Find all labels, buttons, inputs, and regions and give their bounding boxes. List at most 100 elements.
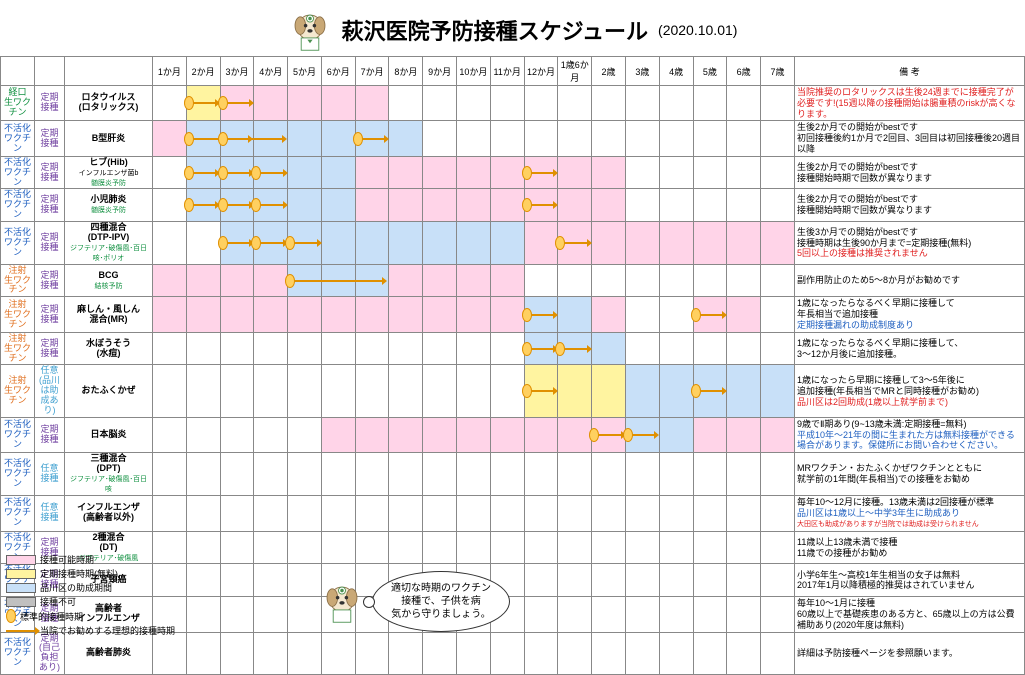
timeline-cell xyxy=(423,297,457,332)
timeline-cell xyxy=(254,531,288,564)
timeline-cell xyxy=(558,417,592,452)
dose-marker xyxy=(218,96,228,110)
timeline-cell xyxy=(761,156,795,189)
timeline-cell xyxy=(727,495,761,531)
timeline-cell xyxy=(558,297,592,332)
timeline-cell xyxy=(659,264,693,297)
timeline-cell xyxy=(457,417,491,452)
month-header: 6歳 xyxy=(727,57,761,86)
remark-header: 備 考 xyxy=(795,57,1025,86)
dose-marker xyxy=(218,236,228,250)
timeline-cell xyxy=(355,365,389,417)
timeline-cell xyxy=(423,632,457,675)
schedule-type: 定期接種 xyxy=(35,189,65,222)
timeline-cell xyxy=(389,332,423,365)
remark-cell: 生後2か月での開始がbestです接種開始時期で回数が異なります xyxy=(795,156,1025,189)
dose-marker xyxy=(184,198,194,212)
timeline-cell xyxy=(727,564,761,597)
arrow-marker xyxy=(221,138,283,140)
timeline-cell xyxy=(288,564,322,597)
month-header: 6か月 xyxy=(321,57,355,86)
timeline-cell xyxy=(254,222,288,265)
timeline-cell xyxy=(288,332,322,365)
month-header: 2歳 xyxy=(592,57,626,86)
month-header: 4か月 xyxy=(254,57,288,86)
timeline-cell xyxy=(220,564,254,597)
remark-cell: 1歳になったらなるべく早期に接種して年長相当で追加接種定期接種漏れの助成制度あり xyxy=(795,297,1025,332)
timeline-cell xyxy=(288,495,322,531)
remark-cell: 毎年10～1月に接種60歳以上で基礎疾患のある方と、65歳以上の方は公費補助あり… xyxy=(795,597,1025,632)
timeline-cell xyxy=(558,564,592,597)
vaccine-type: 注射生ワクチン xyxy=(1,332,35,365)
mascot-icon xyxy=(320,580,364,624)
timeline-cell xyxy=(423,86,457,121)
timeline-cell xyxy=(592,156,626,189)
vaccine-name: 三種混合(DPT)ジフテリア･破傷風･百日咳 xyxy=(65,453,153,496)
timeline-cell xyxy=(153,189,187,222)
timeline-cell xyxy=(355,297,389,332)
timeline-cell xyxy=(389,264,423,297)
timeline-cell xyxy=(659,365,693,417)
timeline-cell xyxy=(524,453,558,496)
dose-marker xyxy=(522,342,532,356)
timeline-cell xyxy=(355,632,389,675)
timeline-cell xyxy=(693,632,727,675)
remark-cell: 詳細は予防接種ページを参照願います。 xyxy=(795,632,1025,675)
schedule-type: 定期接種 xyxy=(35,156,65,189)
timeline-cell xyxy=(288,156,322,189)
timeline-cell xyxy=(321,495,355,531)
timeline-cell xyxy=(524,189,558,222)
schedule-type: 定期(自己負担あり) xyxy=(35,632,65,675)
remark-cell: 毎年10～12月に接種。13歳未満は2回接種が標準品川区は1歳以上～中学3年生に… xyxy=(795,495,1025,531)
timeline-cell xyxy=(625,264,659,297)
legend: 接種可能時期定期接種時期(無料)品川区の助成期間接種不可標準的接種時期当院でお勧… xyxy=(6,553,175,638)
timeline-cell xyxy=(220,189,254,222)
timeline-cell xyxy=(693,597,727,632)
timeline-cell xyxy=(524,564,558,597)
timeline-cell xyxy=(288,453,322,496)
arrow-marker xyxy=(288,280,383,282)
timeline-cell xyxy=(423,264,457,297)
timeline-cell xyxy=(693,189,727,222)
timeline-cell xyxy=(457,86,491,121)
timeline-cell xyxy=(524,121,558,156)
schedule-type: 任意接種 xyxy=(35,495,65,531)
vaccine-name: おたふくかぜ xyxy=(65,365,153,417)
timeline-cell xyxy=(186,189,220,222)
month-header: 9か月 xyxy=(423,57,457,86)
timeline-cell xyxy=(423,332,457,365)
vaccine-type: 不活化ワクチン xyxy=(1,156,35,189)
vaccine-name: 麻しん・風しん混合(MR) xyxy=(65,297,153,332)
timeline-cell xyxy=(186,417,220,452)
page-header: 萩沢医院予防接種スケジュール (2020.10.01) xyxy=(0,0,1025,56)
timeline-cell xyxy=(220,332,254,365)
month-header: 12か月 xyxy=(524,57,558,86)
timeline-cell xyxy=(288,86,322,121)
timeline-cell xyxy=(457,332,491,365)
timeline-cell xyxy=(761,86,795,121)
timeline-cell xyxy=(457,264,491,297)
timeline-cell xyxy=(727,121,761,156)
timeline-cell xyxy=(186,156,220,189)
timeline-cell xyxy=(659,222,693,265)
timeline-cell xyxy=(558,264,592,297)
month-header: 3か月 xyxy=(220,57,254,86)
vaccine-type: 注射生ワクチン xyxy=(1,297,35,332)
timeline-cell xyxy=(186,121,220,156)
timeline-cell xyxy=(727,86,761,121)
month-header: 7歳 xyxy=(761,57,795,86)
dose-marker xyxy=(555,342,565,356)
legend-item: 接種可能時期 xyxy=(6,553,175,566)
timeline-cell xyxy=(659,564,693,597)
vaccine-name: ロタウイルス(ロタリックス) xyxy=(65,86,153,121)
timeline-cell xyxy=(321,121,355,156)
timeline-cell xyxy=(558,453,592,496)
dose-marker xyxy=(522,166,532,180)
vaccine-type: 不活化ワクチン xyxy=(1,632,35,675)
timeline-cell xyxy=(625,222,659,265)
timeline-cell xyxy=(389,121,423,156)
speech-bubble: 適切な時期のワクチン接種で、子供を病気から守りましょう。 xyxy=(372,571,510,632)
remark-cell: 1歳になったら早期に接種して3～5年後に追加接種(年長相当でMRと同時接種がお勧… xyxy=(795,365,1025,417)
timeline-cell xyxy=(659,156,693,189)
timeline-cell xyxy=(727,297,761,332)
